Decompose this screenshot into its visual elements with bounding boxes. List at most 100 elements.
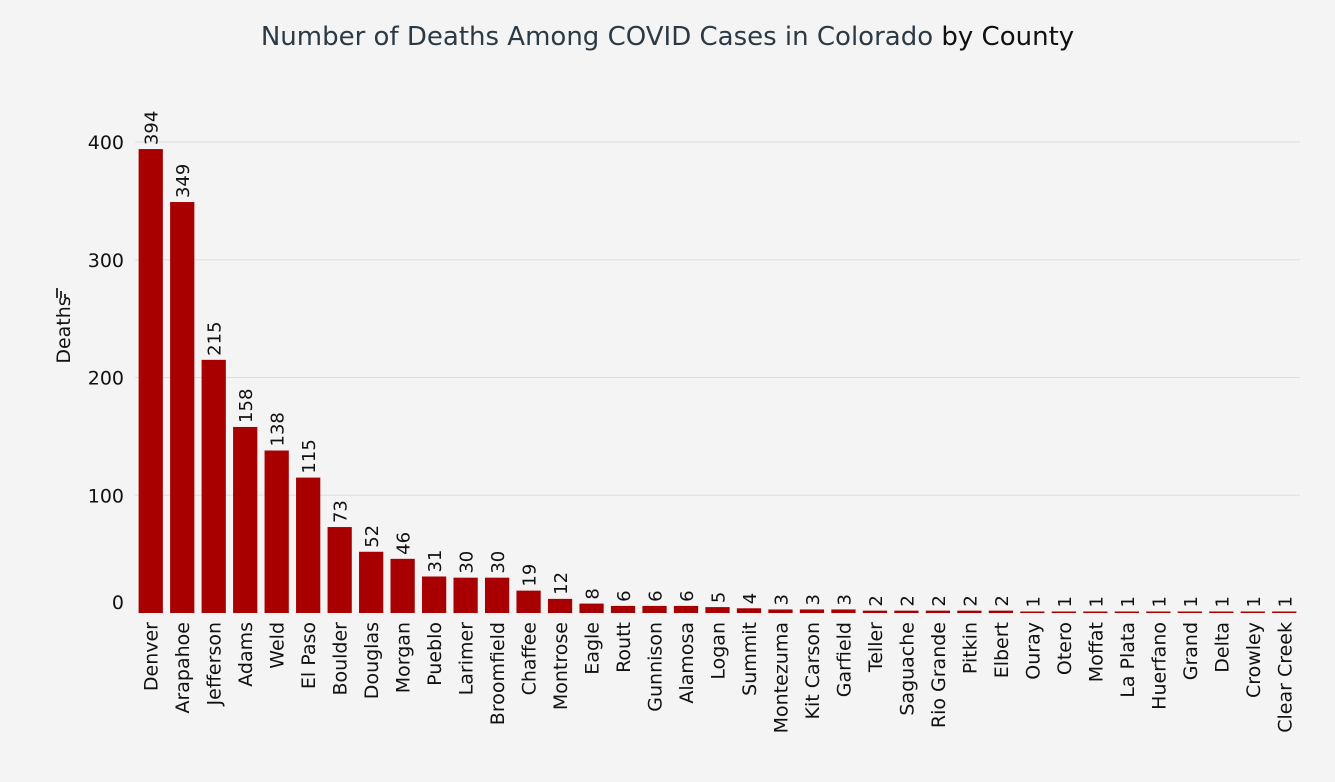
value-label: 52 <box>362 525 383 548</box>
x-tick-label: Eagle <box>582 622 604 675</box>
value-label: 3 <box>771 594 792 605</box>
value-label: 1 <box>1181 596 1202 607</box>
value-label: 1 <box>1086 596 1107 607</box>
x-tick-label: Boulder <box>330 622 352 696</box>
value-label: 6 <box>677 590 698 601</box>
value-label: 1 <box>1023 596 1044 607</box>
bar[interactable] <box>1209 611 1234 614</box>
value-label: 30 <box>457 551 478 574</box>
x-tick-label: Ouray <box>1022 622 1044 680</box>
bar[interactable] <box>1177 611 1202 614</box>
y-tick-label: 300 <box>88 250 124 272</box>
x-tick-label: Delta <box>1211 622 1233 673</box>
x-tick-label: Denver <box>141 622 163 691</box>
y-tick-label: 100 <box>88 485 124 507</box>
value-label: 4 <box>740 593 761 604</box>
x-tick-label: Huerfano <box>1148 622 1170 710</box>
value-label: 215 <box>205 321 226 355</box>
bar[interactable] <box>1114 611 1139 614</box>
value-label: 19 <box>520 564 541 587</box>
x-tick-label: Clear Creek <box>1274 622 1296 733</box>
bar[interactable] <box>894 610 919 613</box>
y-tick-label: 400 <box>88 132 124 154</box>
value-label: 1 <box>1055 596 1076 607</box>
y-axis-title: Deaths <box>53 288 75 364</box>
x-tick-label: Alamosa <box>676 622 698 704</box>
bar[interactable] <box>421 576 447 613</box>
bar[interactable] <box>1272 611 1297 614</box>
value-label: 5 <box>709 592 730 603</box>
x-tick-label: Larimer <box>456 622 478 696</box>
bar[interactable] <box>610 605 636 613</box>
bar[interactable] <box>138 149 163 613</box>
chart-title-suffix: by County <box>941 22 1075 52</box>
y-tick-label: 200 <box>88 368 124 390</box>
bar[interactable] <box>264 450 289 613</box>
bar[interactable] <box>705 607 730 613</box>
value-label: 3 <box>803 594 824 605</box>
value-label: 2 <box>897 595 918 606</box>
x-tick-label: Broomfield <box>487 622 509 725</box>
bar[interactable] <box>799 609 825 613</box>
bar[interactable] <box>1051 611 1076 614</box>
x-tick-label: Saguache <box>896 622 918 716</box>
x-tick-label: Moffat <box>1085 622 1107 682</box>
bar[interactable] <box>1020 611 1045 614</box>
x-tick-label: Jefferson <box>204 622 226 706</box>
bar[interactable] <box>390 558 415 613</box>
value-label: 115 <box>299 439 320 473</box>
bar[interactable] <box>233 426 258 613</box>
bar[interactable] <box>1146 611 1171 614</box>
bar[interactable] <box>925 610 951 613</box>
bar[interactable] <box>988 610 1014 613</box>
x-tick-label: Montezuma <box>770 622 792 733</box>
bar[interactable] <box>170 202 195 614</box>
bars <box>138 149 1297 614</box>
x-tick-label: Pueblo <box>424 622 446 686</box>
x-tick-label: Douglas <box>361 622 383 699</box>
bar[interactable] <box>642 605 667 613</box>
bar[interactable] <box>201 359 226 613</box>
value-label: 1 <box>1244 596 1265 607</box>
value-label: 1 <box>1275 596 1296 607</box>
bar[interactable] <box>516 590 541 613</box>
value-label: 1 <box>1118 596 1139 607</box>
bar[interactable] <box>1240 611 1265 614</box>
x-tick-label: El Paso <box>298 622 320 689</box>
value-label: 2 <box>992 595 1013 606</box>
x-tick-label: Logan <box>708 622 730 680</box>
bar[interactable] <box>579 603 604 613</box>
x-tick-label: Adams <box>235 622 257 687</box>
value-label: 138 <box>268 412 289 446</box>
bar[interactable] <box>957 610 982 613</box>
gridlines <box>135 141 1300 496</box>
bar[interactable] <box>1083 611 1108 614</box>
bar[interactable] <box>831 609 856 613</box>
x-tick-label: Otero <box>1054 622 1076 675</box>
x-tick-label: Kit Carson <box>802 622 824 720</box>
x-tick-label: Chaffee <box>519 622 541 695</box>
value-label: 394 <box>142 111 163 145</box>
x-tick-label: La Plata <box>1117 622 1139 698</box>
x-tick-label: Garfield <box>833 622 855 697</box>
bar[interactable] <box>453 577 478 613</box>
bar[interactable] <box>768 609 793 613</box>
x-tick-label: Crowley <box>1243 622 1265 698</box>
x-tick-label: Montrose <box>550 622 572 710</box>
bar[interactable] <box>862 610 888 613</box>
value-label: 73 <box>331 500 352 523</box>
bar[interactable] <box>327 527 352 613</box>
bar[interactable] <box>673 605 699 613</box>
bar[interactable] <box>484 577 510 613</box>
value-label: 30 <box>488 551 509 574</box>
x-tick-label: Summit <box>739 622 761 696</box>
value-label: 2 <box>866 595 887 606</box>
bar[interactable] <box>359 551 384 613</box>
bar[interactable] <box>547 598 573 613</box>
x-tick-label: Gunnison <box>645 622 667 712</box>
filter-icon[interactable] <box>56 288 66 298</box>
bar[interactable] <box>736 608 762 613</box>
bar[interactable] <box>296 477 321 613</box>
x-tick-label: Weld <box>267 622 289 669</box>
